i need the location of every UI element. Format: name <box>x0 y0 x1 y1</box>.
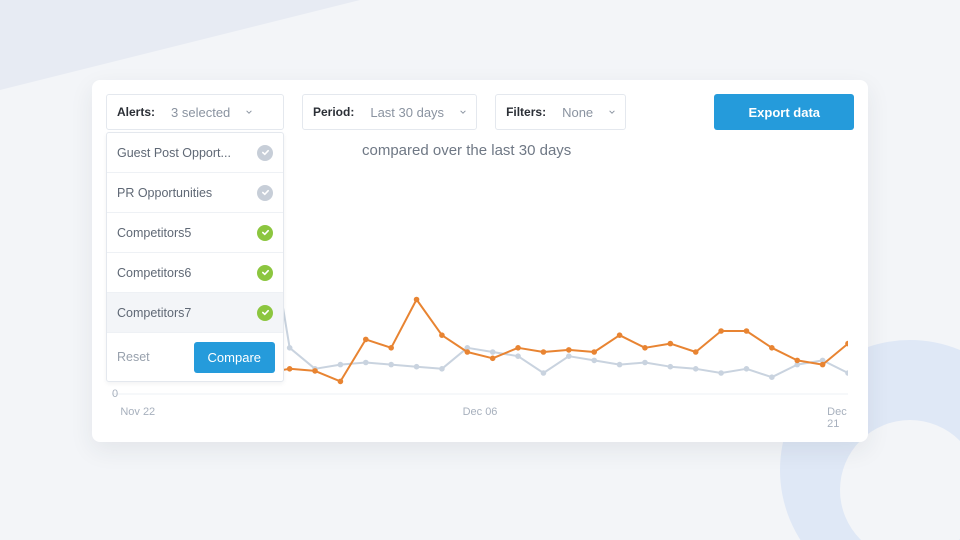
dashboard-panel: Alerts: 3 selected Period: Last 30 days … <box>92 80 868 442</box>
alerts-label: Alerts: <box>107 105 165 119</box>
export-button[interactable]: Export data <box>714 94 854 130</box>
reset-link[interactable]: Reset <box>117 350 150 364</box>
filters-label: Filters: <box>496 105 556 119</box>
check-icon <box>257 305 273 321</box>
alerts-dropdown-item[interactable]: Competitors7 <box>107 293 283 333</box>
check-icon <box>257 185 273 201</box>
alerts-dropdown-item[interactable]: Competitors6 <box>107 253 283 293</box>
stage: Alerts: 3 selected Period: Last 30 days … <box>0 0 960 540</box>
period-label: Period: <box>303 105 364 119</box>
chart-title: compared over the last 30 days <box>362 142 571 159</box>
alerts-value: 3 selected <box>165 105 246 120</box>
check-icon <box>257 225 273 241</box>
alerts-dropdown-item-label: Competitors7 <box>117 306 191 320</box>
x-axis-label: Nov 22 <box>120 406 155 418</box>
check-icon <box>257 265 273 281</box>
alerts-dropdown-item[interactable]: PR Opportunities <box>107 173 283 213</box>
period-select[interactable]: Period: Last 30 days <box>302 94 477 130</box>
alerts-select[interactable]: Alerts: 3 selected <box>106 94 284 130</box>
alerts-dropdown-item-label: Competitors5 <box>117 226 191 240</box>
filters-value: None <box>556 105 609 120</box>
y-zero-label: 0 <box>112 388 118 400</box>
x-axis-label: Dec 21 <box>827 406 847 430</box>
alerts-dropdown-item[interactable]: Competitors5 <box>107 213 283 253</box>
alerts-dropdown-items: Guest Post Opport... PR Opportunities Comp… <box>107 133 283 333</box>
period-value: Last 30 days <box>364 105 460 120</box>
x-axis-labels: Nov 22Dec 06Dec 21 <box>112 406 848 420</box>
x-axis-label: Dec 06 <box>463 406 498 418</box>
chevron-down-icon <box>246 107 262 117</box>
filters-select[interactable]: Filters: None <box>495 94 626 130</box>
alerts-dropdown: Guest Post Opport... PR Opportunities Comp… <box>106 132 284 382</box>
chevron-down-icon <box>609 107 625 117</box>
bg-triangle <box>0 0 360 90</box>
check-icon <box>257 145 273 161</box>
alerts-dropdown-item-label: PR Opportunities <box>117 186 212 200</box>
alerts-dropdown-item-label: Competitors6 <box>117 266 191 280</box>
chevron-down-icon <box>460 107 476 117</box>
alerts-dropdown-item[interactable]: Guest Post Opport... <box>107 133 283 173</box>
compare-button[interactable]: Compare <box>194 342 275 373</box>
alerts-dropdown-footer: Reset Compare <box>107 333 283 381</box>
alerts-dropdown-item-label: Guest Post Opport... <box>117 146 231 160</box>
toolbar: Alerts: 3 selected Period: Last 30 days … <box>106 94 854 130</box>
